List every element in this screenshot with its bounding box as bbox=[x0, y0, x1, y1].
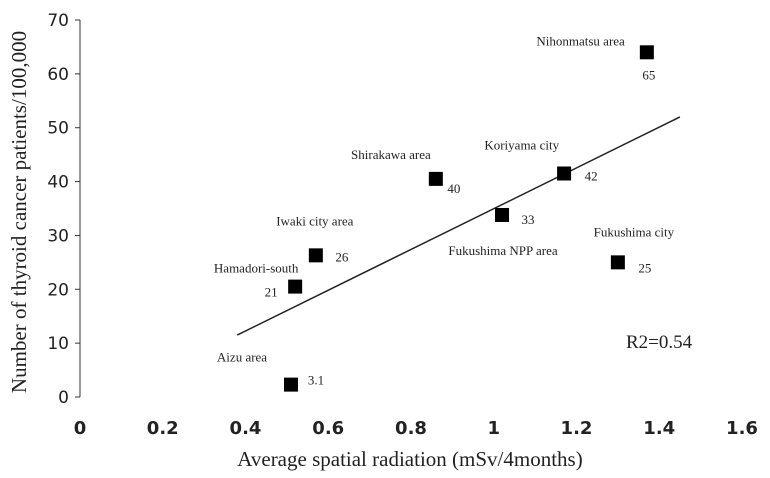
r-squared-annotation: R2=0.54 bbox=[626, 332, 693, 353]
point-name-label: Fukushima NPP area bbox=[448, 243, 558, 258]
data-point-marker bbox=[557, 166, 572, 181]
x-tick-label: 1.6 bbox=[726, 418, 758, 439]
data-point-marker bbox=[428, 171, 443, 186]
point-name-label: Hamadori-south bbox=[214, 261, 299, 276]
x-tick-label: 0.2 bbox=[147, 418, 179, 439]
x-tick-label: 0 bbox=[74, 418, 87, 439]
point-value-label: 21 bbox=[265, 285, 278, 300]
point-name-label: Shirakawa area bbox=[351, 147, 431, 162]
x-tick-label: 0.4 bbox=[230, 418, 262, 439]
point-value-label: 42 bbox=[585, 168, 598, 183]
x-tick-label: 1.4 bbox=[643, 418, 675, 439]
x-tick-label: 0.6 bbox=[312, 418, 344, 439]
x-tick-label: 0.8 bbox=[395, 418, 427, 439]
data-point-marker bbox=[288, 279, 303, 294]
x-tick-labels: 0 0.2 0.4 0.6 0.8 1 1.2 1.4 1.6 bbox=[74, 418, 758, 439]
point-name-label: Fukushima city bbox=[594, 224, 675, 239]
y-tick-label: 20 bbox=[47, 280, 69, 300]
y-tick-label: 60 bbox=[47, 65, 69, 85]
point-name-label: Koriyama city bbox=[484, 137, 559, 152]
y-tick-label: 0 bbox=[58, 388, 69, 408]
x-tick-label: 1 bbox=[487, 418, 500, 439]
point-value-label: 3.1 bbox=[308, 373, 324, 388]
x-axis-title: Average spatial radiation (mSv/4months) bbox=[237, 447, 582, 471]
y-tick-labels: 0 10 20 30 40 50 60 70 bbox=[47, 11, 69, 408]
data-point-marker bbox=[308, 248, 323, 263]
y-tick-label: 40 bbox=[47, 173, 69, 193]
y-tick-label: 10 bbox=[47, 334, 69, 354]
point-value-label: 26 bbox=[335, 249, 349, 264]
data-point-marker bbox=[495, 207, 510, 222]
y-tick-label: 30 bbox=[47, 226, 69, 246]
point-name-label: Aizu area bbox=[217, 350, 267, 365]
trendline-group bbox=[236, 116, 681, 336]
point-name-label: Iwaki city area bbox=[276, 213, 353, 228]
point-name-label: Nihonmatsu area bbox=[536, 33, 625, 48]
data-point-marker bbox=[639, 45, 654, 60]
y-tick-label: 70 bbox=[47, 11, 69, 31]
point-value-label: 25 bbox=[638, 260, 651, 275]
axes bbox=[75, 19, 81, 398]
data-point-marker bbox=[610, 255, 625, 270]
point-value-label: 33 bbox=[522, 212, 535, 227]
point-value-label: 40 bbox=[447, 181, 460, 196]
data-points: Nihonmatsu area 65 Koriyama city 42 Shirakaw… bbox=[214, 33, 675, 392]
point-value-label: 65 bbox=[642, 67, 655, 82]
trendline bbox=[236, 116, 681, 336]
data-point-marker bbox=[284, 377, 299, 392]
y-tick-label: 50 bbox=[47, 119, 69, 139]
x-tick-label: 1.2 bbox=[561, 418, 593, 439]
y-axis-title: Number of thyroid cancer patients/100,00… bbox=[7, 31, 31, 393]
